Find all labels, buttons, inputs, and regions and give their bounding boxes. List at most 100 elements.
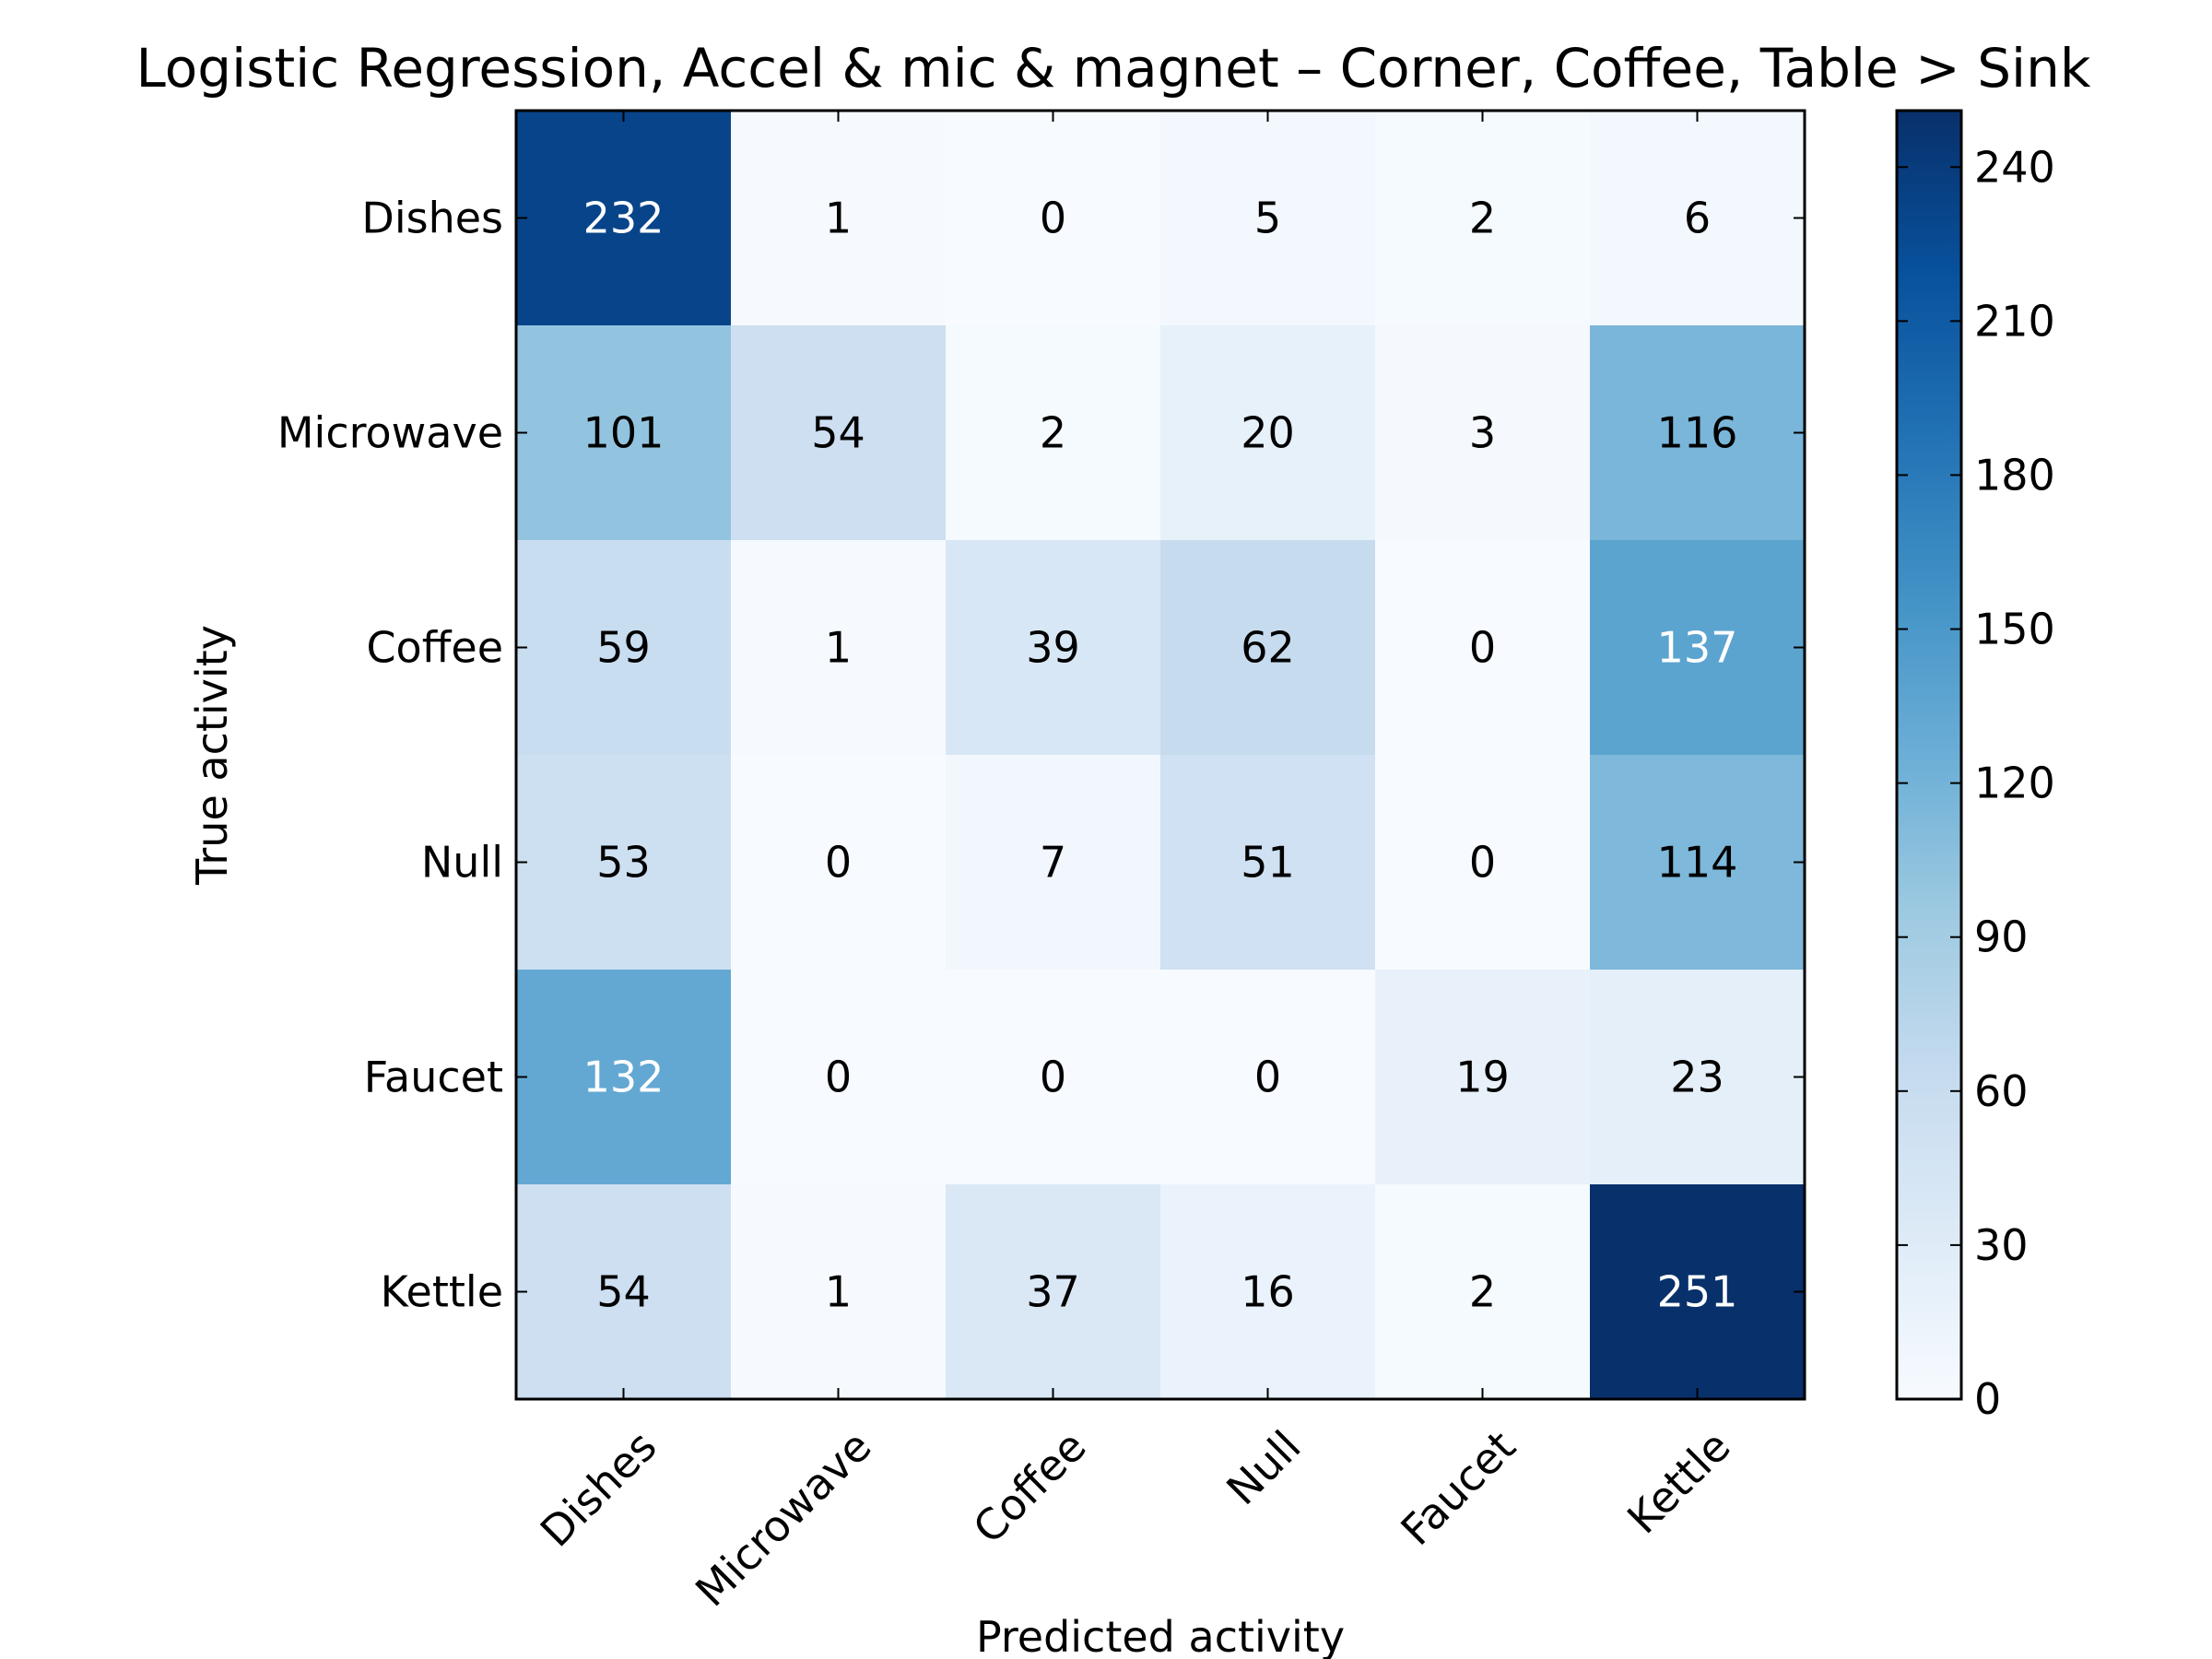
heatmap-cell <box>516 1184 732 1400</box>
colorbar-tick-label: 90 <box>1974 912 2029 962</box>
cell-value-label: 0 <box>825 838 852 888</box>
heatmap-cell <box>1160 540 1376 756</box>
heatmap-cell <box>731 325 947 541</box>
heatmap-cell <box>516 111 732 326</box>
heatmap-cell <box>1375 540 1591 756</box>
cell-value-label: 116 <box>1657 408 1738 458</box>
cell-value-label: 1 <box>825 1267 852 1317</box>
heatmap-cell <box>1160 1184 1376 1400</box>
heatmap-cell <box>1375 325 1591 541</box>
heatmap-cell <box>731 970 947 1185</box>
cell-value-label: 6 <box>1684 194 1711 243</box>
heatmap-cell <box>1590 540 1806 756</box>
colorbar-tick-label: 240 <box>1974 142 2055 192</box>
heatmap-cell <box>731 540 947 756</box>
cell-value-label: 39 <box>1026 623 1080 673</box>
heatmap-cell <box>946 325 1161 541</box>
cell-value-label: 232 <box>583 194 665 243</box>
y-tick-label: Kettle <box>381 1267 503 1317</box>
cell-value-label: 0 <box>1254 1053 1281 1102</box>
chart-title: Logistic Regression, Accel & mic & magne… <box>136 37 2091 100</box>
x-tick-label: Faucet <box>1391 1421 1524 1555</box>
x-tick-labels: Dishes Microwave Coffee Null Faucet Kettle <box>531 1421 1740 1617</box>
cell-value-label: 37 <box>1026 1267 1080 1317</box>
heatmap-cell <box>1160 325 1376 541</box>
heatmap-cell <box>1160 111 1376 326</box>
colorbar-tick-label: 0 <box>1974 1374 2001 1424</box>
cell-value-label: 19 <box>1455 1053 1510 1102</box>
cell-value-label: 53 <box>596 838 651 888</box>
colorbar-tick-label: 30 <box>1974 1220 2029 1270</box>
cell-value-label: 0 <box>1469 838 1496 888</box>
x-tick-label: Null <box>1217 1421 1310 1514</box>
heatmap-cell <box>946 111 1161 326</box>
y-axis-label: True activity <box>187 625 237 886</box>
y-tick-label: Faucet <box>364 1053 503 1102</box>
x-tick-label: Coffee <box>963 1421 1095 1553</box>
heatmap-cell <box>946 970 1161 1185</box>
heatmap-cell <box>1375 111 1591 326</box>
heatmap-cell <box>516 970 732 1185</box>
y-tick-label: Dishes <box>361 194 503 243</box>
axis-ticks <box>516 111 1805 1399</box>
heatmap-cell <box>731 755 947 971</box>
heatmap-cell <box>1590 1184 1806 1400</box>
cell-value-label: 2 <box>1469 1267 1496 1317</box>
heatmap-cell <box>731 1184 947 1400</box>
cell-value-label: 0 <box>825 1053 852 1102</box>
cell-value-label: 20 <box>1241 408 1295 458</box>
cell-value-label: 2 <box>1469 194 1496 243</box>
heatmap-cell <box>516 540 732 756</box>
cell-value-label: 1 <box>825 194 852 243</box>
heatmap-cell <box>946 1184 1161 1400</box>
cell-value-label: 7 <box>1040 838 1066 888</box>
cell-value-label: 3 <box>1469 408 1496 458</box>
heatmap-cell <box>516 325 732 541</box>
colorbar-ticks: 0 30 60 90 120 150 180 210 240 <box>1897 142 2055 1424</box>
x-tick-label: Microwave <box>686 1421 881 1617</box>
x-tick-label: Kettle <box>1618 1421 1739 1543</box>
heatmap-cell <box>946 540 1161 756</box>
cell-value-label: 0 <box>1469 623 1496 673</box>
plot-frame <box>514 109 1806 1401</box>
cell-value-label: 2 <box>1040 408 1066 458</box>
heatmap-cell <box>1375 755 1591 971</box>
cell-value-label: 62 <box>1241 623 1295 673</box>
x-axis-label: Predicted activity <box>976 1612 1345 1659</box>
cell-value-label: 16 <box>1241 1267 1295 1317</box>
cell-value-label: 114 <box>1657 838 1738 888</box>
cell-value-label: 23 <box>1670 1053 1724 1102</box>
heatmap-cell <box>731 111 947 326</box>
heatmap-cell <box>1160 755 1376 971</box>
colorbar-tick-label: 180 <box>1974 450 2055 500</box>
cell-value-label: 132 <box>583 1053 665 1102</box>
cell-value-label: 101 <box>583 408 665 458</box>
cell-value-label: 0 <box>1040 194 1066 243</box>
heatmap-cell <box>516 755 732 971</box>
colorbar-tick-label: 150 <box>1974 605 2055 654</box>
cell-value-label: 5 <box>1254 194 1281 243</box>
heatmap-cell <box>1375 970 1591 1185</box>
heatmap-cell <box>1590 111 1806 326</box>
y-tick-labels: Dishes Microwave Coffee Null Faucet Kettle <box>277 194 503 1317</box>
x-tick-label: Dishes <box>531 1421 666 1557</box>
y-tick-label: Coffee <box>366 623 503 673</box>
colorbar <box>1895 109 1963 1401</box>
heatmap-cell <box>1375 1184 1591 1400</box>
y-tick-label: Microwave <box>277 408 503 458</box>
colorbar-tick-label: 210 <box>1974 296 2055 346</box>
cell-value-label: 59 <box>596 623 651 673</box>
heatmap-cell <box>1590 970 1806 1185</box>
cell-value-label: 54 <box>596 1267 651 1317</box>
colorbar-tick-label: 60 <box>1974 1066 2029 1116</box>
heatmap-cell <box>1160 970 1376 1185</box>
cell-value-label: 54 <box>811 408 865 458</box>
heatmap-cell <box>946 755 1161 971</box>
heatmap-cell <box>1590 755 1806 971</box>
y-tick-label: Null <box>421 838 503 888</box>
heatmap-cells <box>516 111 1806 1400</box>
cell-value-label: 251 <box>1657 1267 1738 1317</box>
cell-value-label: 0 <box>1040 1053 1066 1102</box>
